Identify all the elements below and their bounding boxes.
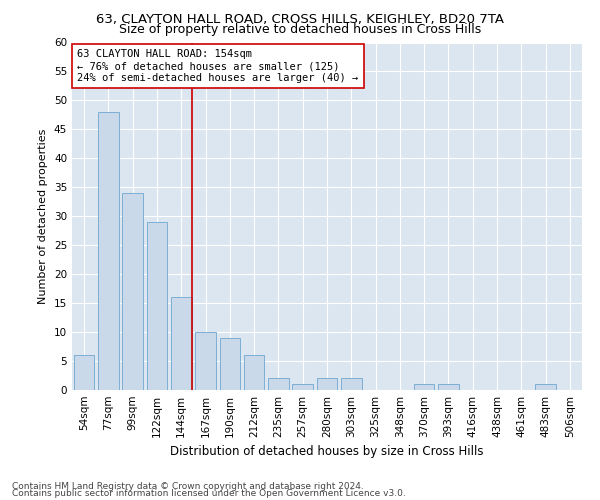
Bar — [74, 355, 94, 390]
Text: Contains public sector information licensed under the Open Government Licence v3: Contains public sector information licen… — [12, 488, 406, 498]
Y-axis label: Number of detached properties: Number of detached properties — [38, 128, 49, 304]
Bar — [98, 112, 119, 390]
Text: 63, CLAYTON HALL ROAD, CROSS HILLS, KEIGHLEY, BD20 7TA: 63, CLAYTON HALL ROAD, CROSS HILLS, KEIG… — [96, 12, 504, 26]
Bar — [438, 384, 459, 390]
Bar — [195, 332, 216, 390]
Bar — [268, 378, 289, 390]
Bar — [535, 384, 556, 390]
Bar — [122, 193, 143, 390]
Text: Size of property relative to detached houses in Cross Hills: Size of property relative to detached ho… — [119, 22, 481, 36]
Bar — [414, 384, 434, 390]
Bar — [292, 384, 313, 390]
Text: 63 CLAYTON HALL ROAD: 154sqm
← 76% of detached houses are smaller (125)
24% of s: 63 CLAYTON HALL ROAD: 154sqm ← 76% of de… — [77, 50, 358, 82]
X-axis label: Distribution of detached houses by size in Cross Hills: Distribution of detached houses by size … — [170, 446, 484, 458]
Bar — [146, 222, 167, 390]
Bar — [341, 378, 362, 390]
Bar — [220, 338, 240, 390]
Text: Contains HM Land Registry data © Crown copyright and database right 2024.: Contains HM Land Registry data © Crown c… — [12, 482, 364, 491]
Bar — [317, 378, 337, 390]
Bar — [171, 298, 191, 390]
Bar — [244, 355, 265, 390]
